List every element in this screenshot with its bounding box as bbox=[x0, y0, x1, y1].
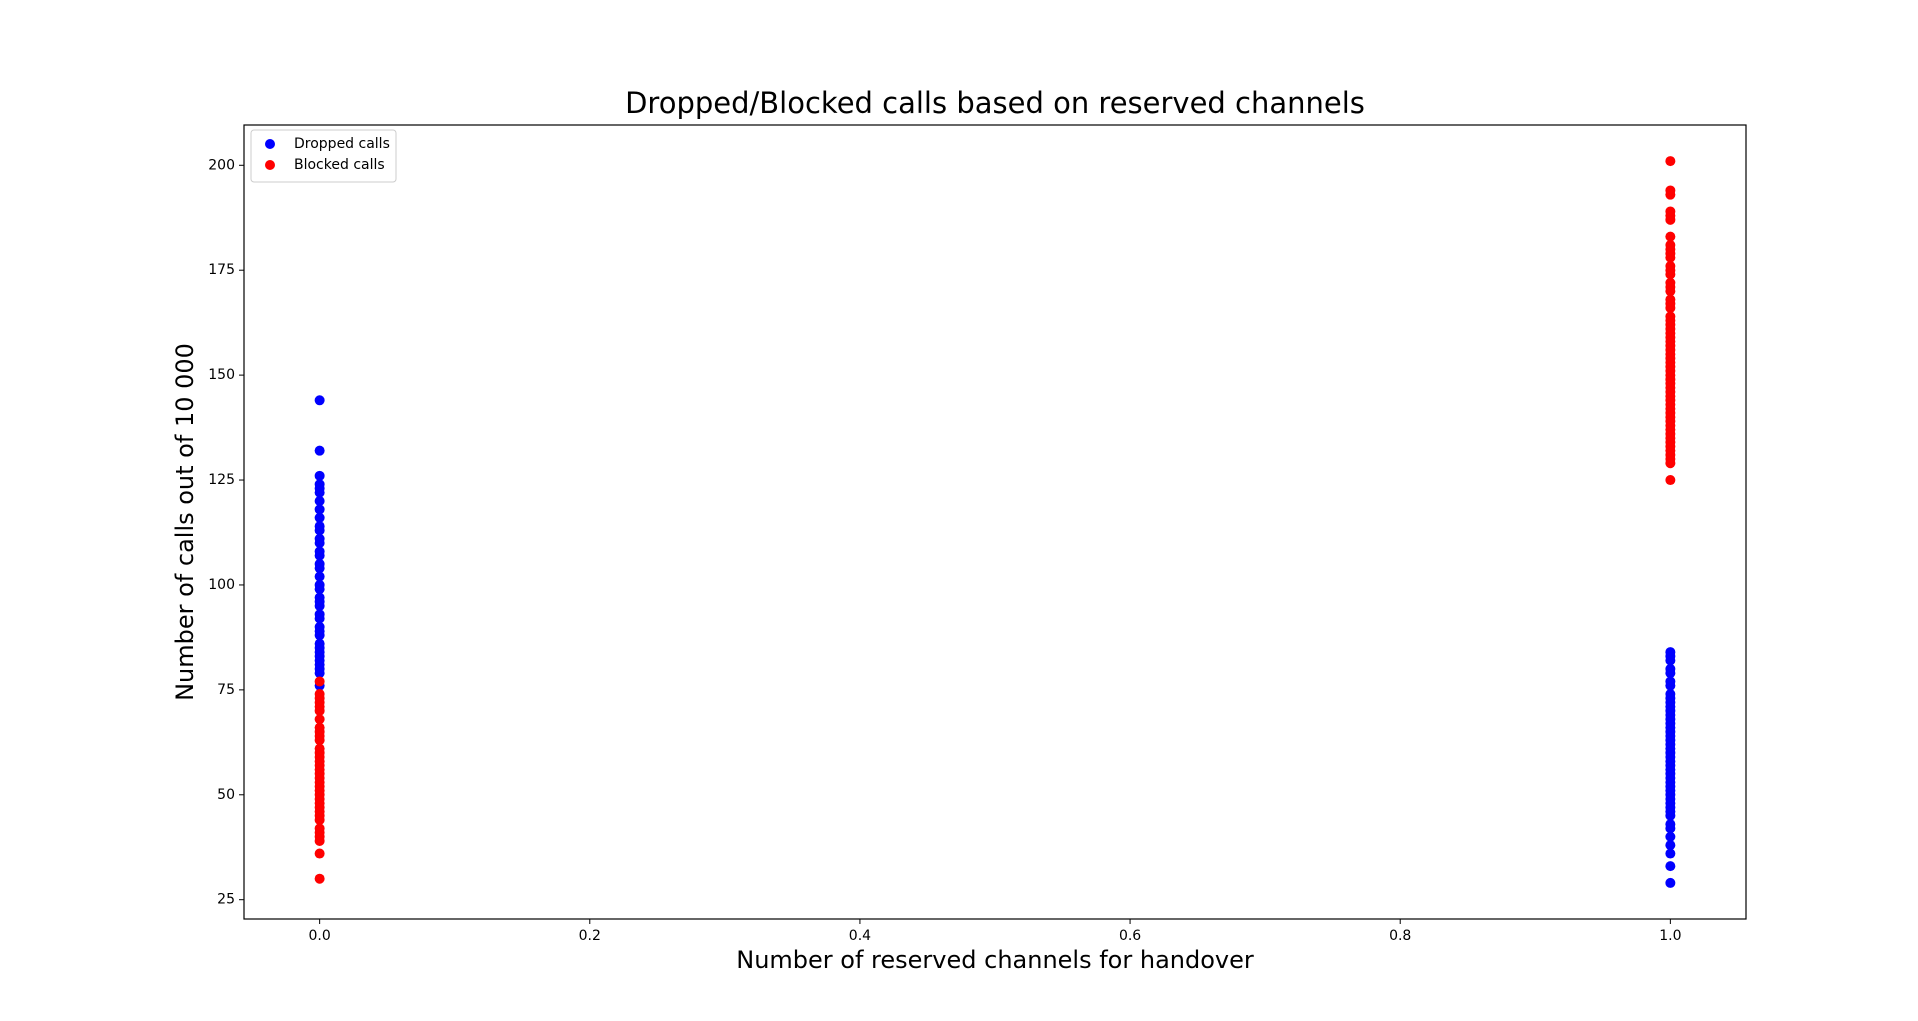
chart-title: Dropped/Blocked calls based on reserved … bbox=[625, 86, 1365, 120]
point bbox=[1665, 475, 1676, 486]
legend-marker bbox=[265, 139, 275, 149]
point bbox=[1665, 231, 1676, 242]
point bbox=[1665, 214, 1676, 225]
point bbox=[314, 630, 325, 641]
y-tick-label: 100 bbox=[208, 577, 235, 593]
point bbox=[314, 584, 325, 595]
point bbox=[314, 504, 325, 515]
point bbox=[1665, 877, 1676, 888]
point bbox=[1665, 831, 1676, 842]
legend-marker bbox=[265, 160, 275, 170]
point bbox=[314, 550, 325, 561]
point bbox=[314, 714, 325, 725]
y-tick-label: 50 bbox=[217, 787, 235, 803]
point bbox=[314, 873, 325, 884]
point bbox=[1665, 189, 1676, 200]
y-tick-label: 75 bbox=[217, 682, 235, 698]
point bbox=[314, 600, 325, 611]
x-tick-label: 0.6 bbox=[1119, 928, 1141, 944]
point bbox=[1665, 810, 1676, 821]
point bbox=[1665, 848, 1676, 859]
point bbox=[1665, 668, 1676, 679]
y-tick-label: 175 bbox=[208, 262, 235, 278]
point bbox=[314, 571, 325, 582]
point bbox=[314, 613, 325, 624]
x-tick-label: 0.2 bbox=[579, 928, 601, 944]
point bbox=[314, 814, 325, 825]
point bbox=[1665, 286, 1676, 297]
point bbox=[314, 512, 325, 523]
x-axis-label: Number of reserved channels for handover bbox=[736, 946, 1254, 974]
point bbox=[1665, 655, 1676, 666]
x-tick-label: 0.8 bbox=[1389, 928, 1411, 944]
point bbox=[314, 445, 325, 456]
point bbox=[314, 668, 325, 679]
y-axis-label: Number of calls out of 10 000 bbox=[171, 343, 199, 701]
point bbox=[314, 537, 325, 548]
plot-frame bbox=[243, 124, 1747, 920]
y-tick-label: 150 bbox=[208, 367, 235, 383]
point bbox=[1665, 840, 1676, 851]
x-tick-label: 0.0 bbox=[309, 928, 331, 944]
legend-label: Dropped calls bbox=[294, 136, 390, 152]
x-tick-label: 0.4 bbox=[849, 928, 871, 944]
point bbox=[1665, 269, 1676, 280]
point bbox=[1665, 252, 1676, 263]
y-tick-label: 200 bbox=[208, 157, 235, 173]
y-tick-label: 125 bbox=[208, 472, 235, 488]
point bbox=[1665, 302, 1676, 313]
point bbox=[1665, 458, 1676, 469]
point bbox=[1665, 861, 1676, 872]
point bbox=[314, 835, 325, 846]
point bbox=[1665, 156, 1676, 167]
point bbox=[314, 676, 325, 687]
point bbox=[314, 735, 325, 746]
point bbox=[314, 487, 325, 498]
point bbox=[314, 395, 325, 406]
point bbox=[1665, 680, 1676, 691]
point bbox=[314, 705, 325, 716]
point bbox=[314, 470, 325, 481]
legend-label: Blocked calls bbox=[294, 157, 385, 173]
x-tick-label: 1.0 bbox=[1659, 928, 1681, 944]
point bbox=[1665, 823, 1676, 834]
point bbox=[314, 563, 325, 574]
point bbox=[314, 848, 325, 859]
point bbox=[314, 525, 325, 536]
legend-box bbox=[250, 129, 397, 183]
y-tick-label: 25 bbox=[217, 892, 235, 908]
point bbox=[314, 496, 325, 507]
